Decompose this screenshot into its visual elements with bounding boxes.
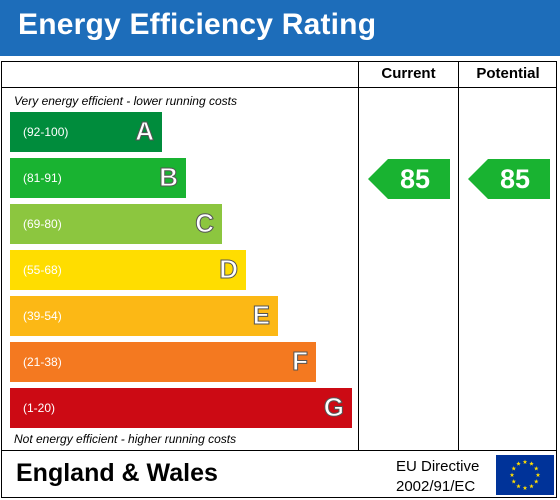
eu-star xyxy=(516,461,521,466)
eu-star xyxy=(511,479,517,484)
region-label: England & Wales xyxy=(16,459,218,487)
band-letter-label: F xyxy=(292,346,309,377)
eu-star xyxy=(529,483,534,489)
band-range-label: (21-38) xyxy=(23,355,62,369)
band-f: (21-38) F xyxy=(10,342,316,382)
column-header-potential: Potential xyxy=(476,65,540,82)
band-letter-label: D xyxy=(219,254,239,285)
band-e: (39-54) E xyxy=(10,296,278,336)
note-inefficient: Not energy efficient - higher running co… xyxy=(14,432,237,446)
rating-frame xyxy=(1,61,557,498)
potential-arrow-shape xyxy=(468,159,550,199)
band-letter-label: B xyxy=(159,162,179,193)
band-g: (1-20) G xyxy=(10,388,352,428)
band-a: (92-100) A xyxy=(10,112,162,152)
eu-star xyxy=(533,479,539,484)
band-letter-label: G xyxy=(323,392,344,423)
band-range-label: (92-100) xyxy=(23,125,69,139)
band-letter-label: A xyxy=(135,116,155,147)
band-b: (81-91) B xyxy=(10,158,186,198)
directive-line-2: 2002/91/EC xyxy=(396,478,476,495)
title-bar: Energy Efficiency Rating xyxy=(0,0,560,56)
column-header-current: Current xyxy=(381,65,436,82)
eu-star xyxy=(522,459,528,464)
current-arrow-shape xyxy=(368,159,450,199)
current-arrow-polygon xyxy=(368,159,450,199)
band-range-label: (39-54) xyxy=(23,309,62,323)
eu-star xyxy=(533,466,539,471)
eu-star xyxy=(511,466,517,471)
eu-star xyxy=(529,461,534,466)
band-range-label: (55-68) xyxy=(23,263,62,277)
eu-star xyxy=(522,485,528,490)
band-range-label: (1-20) xyxy=(23,401,56,415)
footer-divider xyxy=(1,450,557,451)
band-c: (69-80) C xyxy=(10,204,222,244)
eu-star xyxy=(535,472,541,477)
band-letter-label: C xyxy=(195,208,215,239)
column-divider-current xyxy=(358,61,359,450)
directive-line-1: EU Directive xyxy=(396,458,480,475)
note-efficient: Very energy efficient - lower running co… xyxy=(14,94,237,108)
header-divider xyxy=(1,87,557,88)
band-letter-label: E xyxy=(252,300,270,331)
eu-flag-icon xyxy=(496,455,554,495)
band-range-label: (81-91) xyxy=(23,171,62,185)
eu-star xyxy=(509,472,515,477)
current-rating-value: 85 xyxy=(399,164,431,194)
band-d: (55-68) D xyxy=(10,250,246,290)
current-rating-arrow: 85 xyxy=(368,159,450,199)
page-title: Energy Efficiency Rating xyxy=(18,8,377,41)
potential-rating-arrow: 85 xyxy=(468,159,550,199)
column-divider-potential xyxy=(458,61,459,450)
potential-arrow-polygon xyxy=(468,159,550,199)
eu-star xyxy=(516,483,521,489)
eu-directive: EU Directive 2002/91/EC xyxy=(396,457,479,497)
band-range-label: (69-80) xyxy=(23,217,62,231)
potential-rating-value: 85 xyxy=(499,164,531,194)
